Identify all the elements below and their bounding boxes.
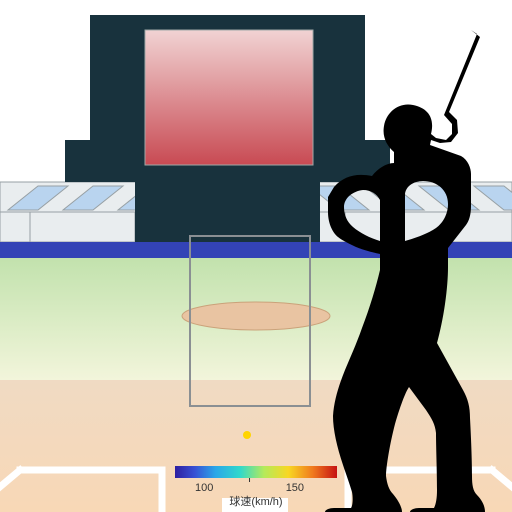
scoreboard-screen xyxy=(145,30,313,165)
legend-tick-label: 100 xyxy=(195,482,213,494)
speed-legend-bar xyxy=(175,466,337,478)
legend-tick-label: 150 xyxy=(286,482,304,494)
scoreboard-pillar xyxy=(135,180,320,242)
pitch-marker xyxy=(243,431,251,439)
pitchers-mound xyxy=(182,302,330,330)
legend-label: 球速(km/h) xyxy=(229,494,282,508)
